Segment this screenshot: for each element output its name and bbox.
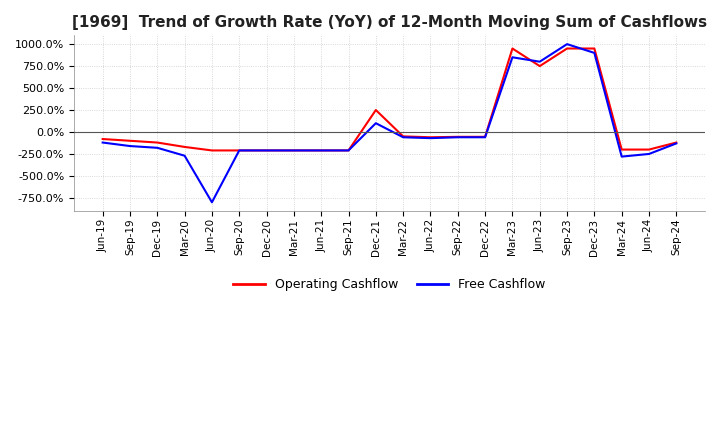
Line: Operating Cashflow: Operating Cashflow: [103, 48, 676, 150]
Free Cashflow: [454, 135, 462, 140]
Free Cashflow: [235, 148, 243, 153]
Legend: Operating Cashflow, Free Cashflow: Operating Cashflow, Free Cashflow: [228, 273, 551, 296]
Operating Cashflow: [481, 134, 490, 139]
Free Cashflow: [262, 148, 271, 153]
Operating Cashflow: [262, 148, 271, 153]
Free Cashflow: [317, 148, 325, 153]
Free Cashflow: [590, 50, 599, 55]
Operating Cashflow: [372, 107, 380, 113]
Operating Cashflow: [536, 63, 544, 69]
Operating Cashflow: [672, 140, 680, 145]
Operating Cashflow: [207, 148, 216, 153]
Operating Cashflow: [644, 147, 653, 152]
Free Cashflow: [372, 121, 380, 126]
Operating Cashflow: [289, 148, 298, 153]
Free Cashflow: [126, 143, 135, 149]
Operating Cashflow: [563, 46, 572, 51]
Free Cashflow: [180, 153, 189, 158]
Operating Cashflow: [317, 148, 325, 153]
Operating Cashflow: [126, 138, 135, 143]
Free Cashflow: [508, 55, 517, 60]
Operating Cashflow: [454, 134, 462, 139]
Title: [1969]  Trend of Growth Rate (YoY) of 12-Month Moving Sum of Cashflows: [1969] Trend of Growth Rate (YoY) of 12-…: [72, 15, 707, 30]
Free Cashflow: [672, 141, 680, 146]
Free Cashflow: [399, 135, 408, 140]
Operating Cashflow: [399, 134, 408, 139]
Operating Cashflow: [508, 46, 517, 51]
Free Cashflow: [207, 200, 216, 205]
Operating Cashflow: [344, 148, 353, 153]
Line: Free Cashflow: Free Cashflow: [103, 44, 676, 202]
Free Cashflow: [426, 136, 435, 141]
Free Cashflow: [99, 140, 107, 145]
Free Cashflow: [563, 41, 572, 47]
Operating Cashflow: [153, 140, 161, 145]
Operating Cashflow: [235, 148, 243, 153]
Free Cashflow: [153, 145, 161, 150]
Free Cashflow: [536, 59, 544, 64]
Free Cashflow: [617, 154, 626, 159]
Operating Cashflow: [99, 136, 107, 142]
Free Cashflow: [289, 148, 298, 153]
Operating Cashflow: [180, 144, 189, 150]
Operating Cashflow: [617, 147, 626, 152]
Operating Cashflow: [590, 46, 599, 51]
Free Cashflow: [481, 135, 490, 140]
Free Cashflow: [344, 148, 353, 153]
Operating Cashflow: [426, 135, 435, 140]
Free Cashflow: [644, 151, 653, 157]
